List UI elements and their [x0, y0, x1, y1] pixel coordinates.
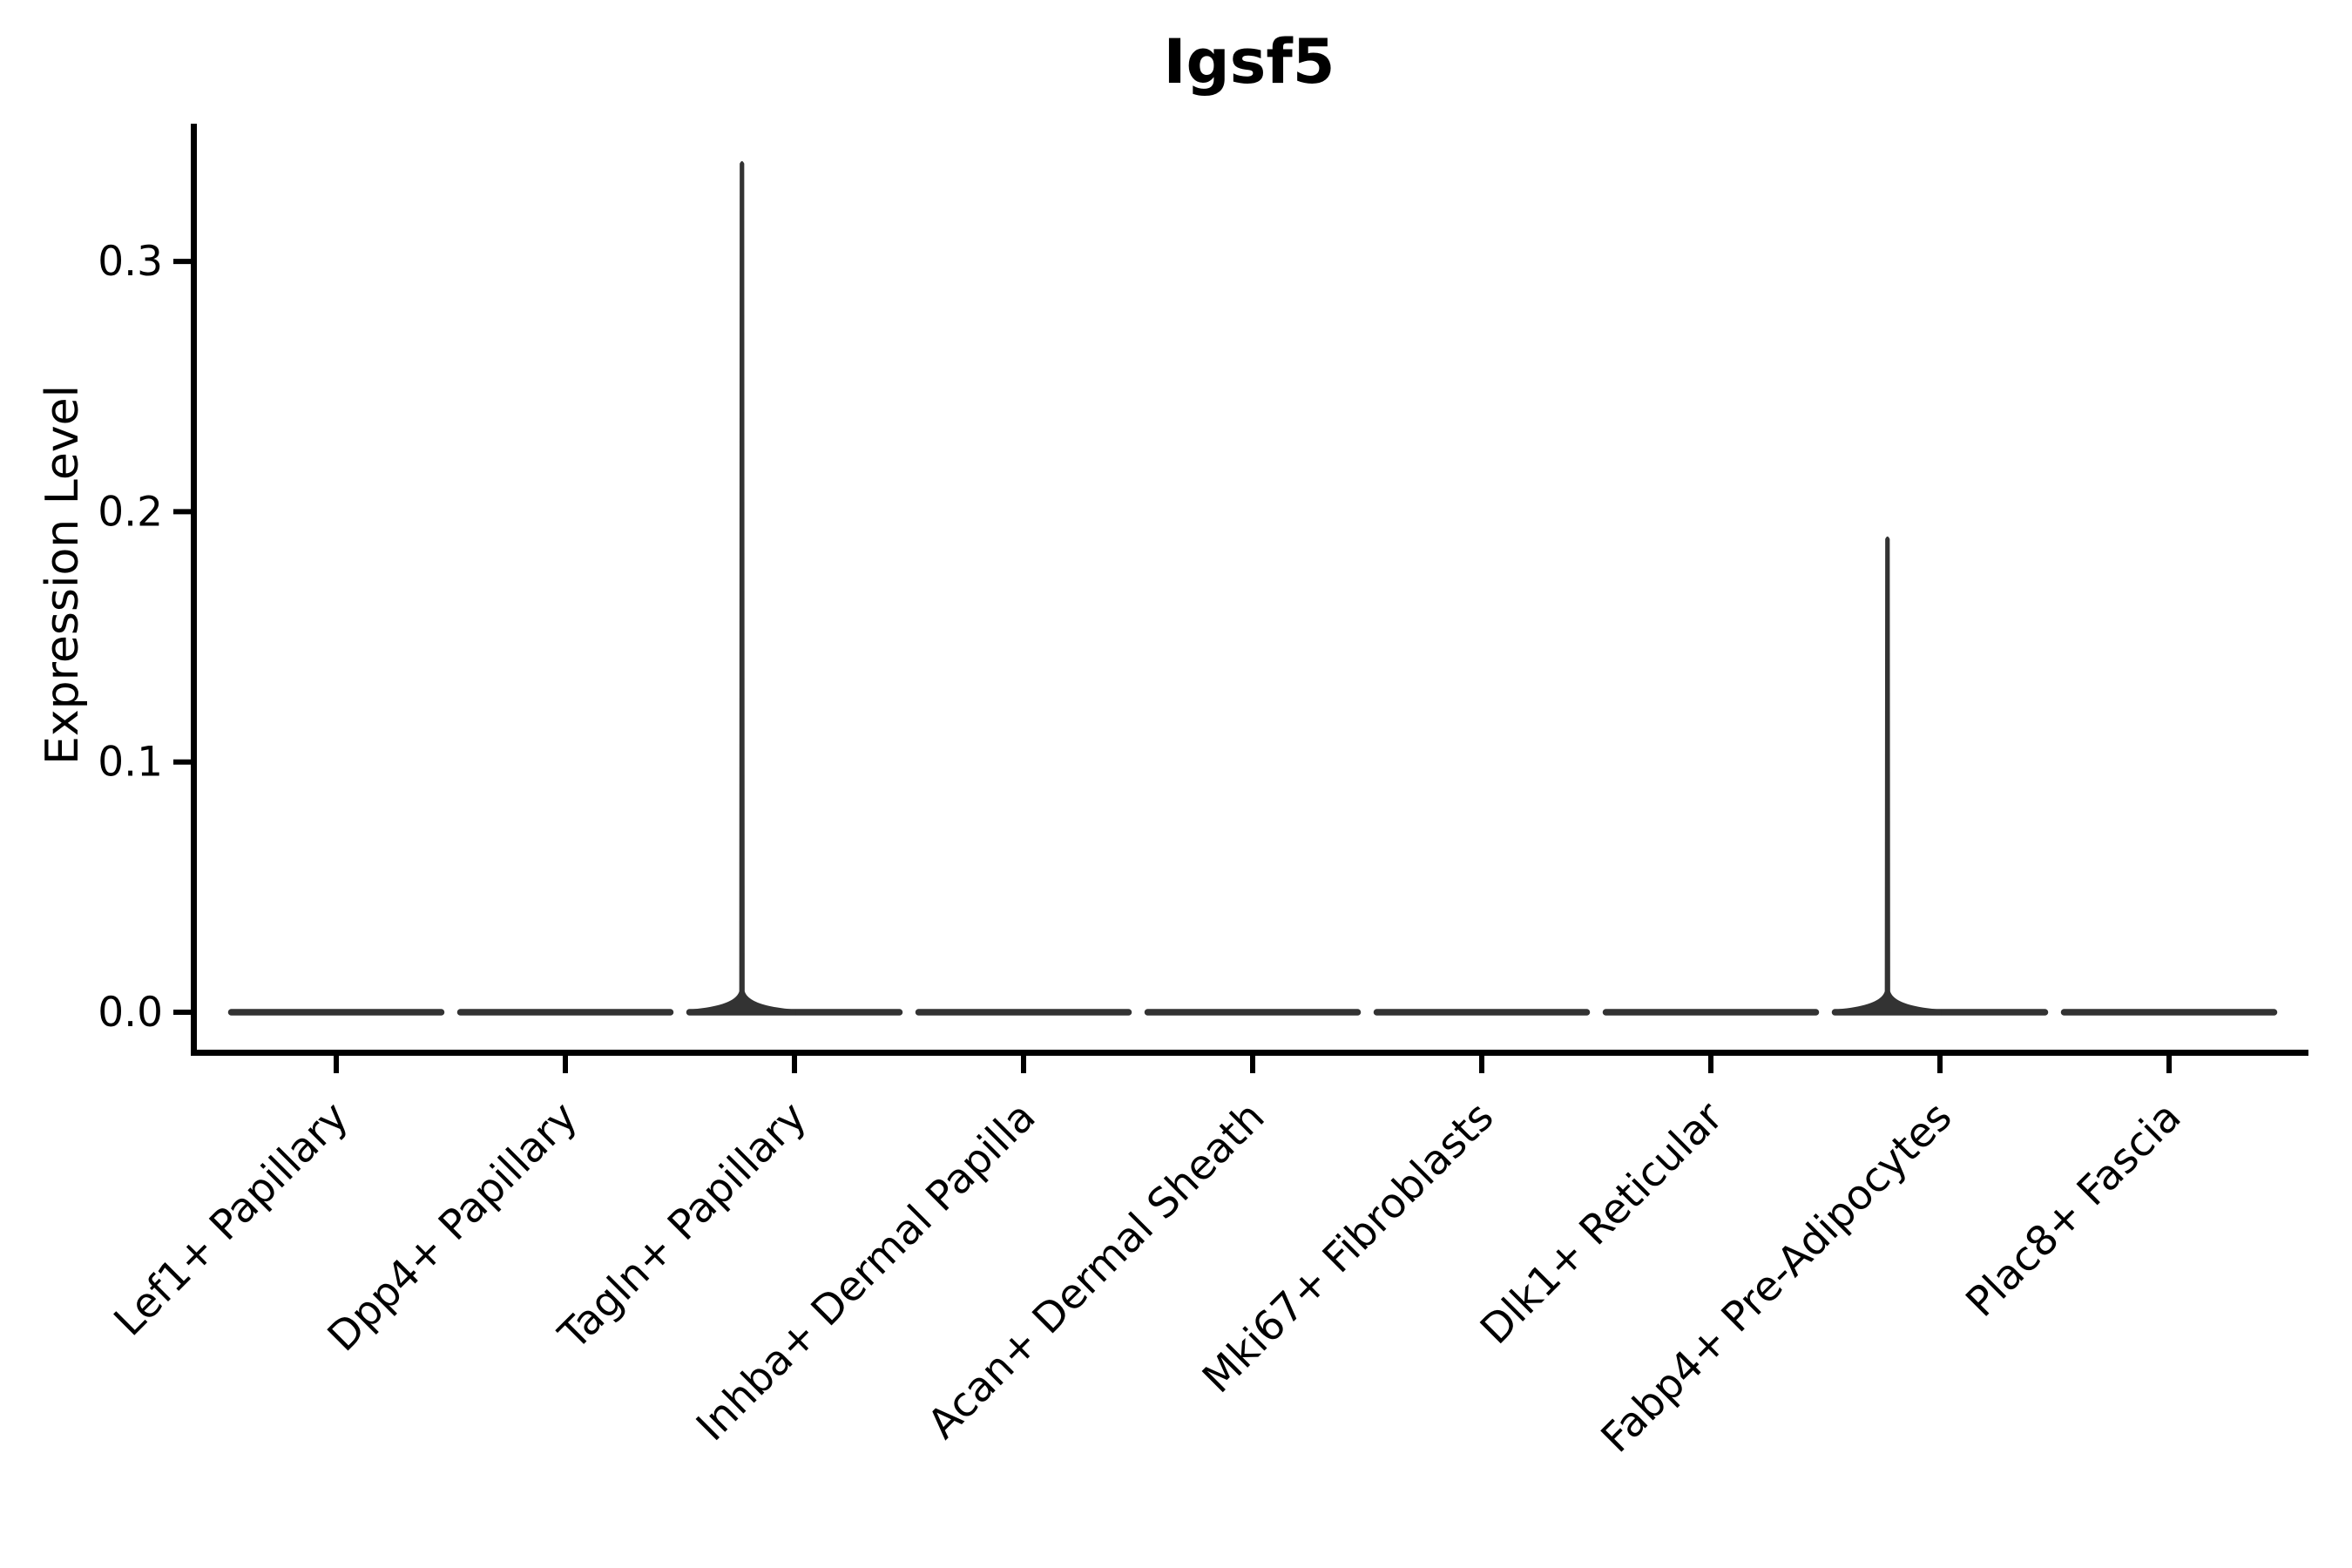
- y-tick-label: 0.2: [98, 488, 163, 536]
- x-tick-label: Dpp4+ Papillary: [319, 1093, 587, 1362]
- chart-title: Igsf5: [1163, 26, 1335, 98]
- violin-spike: [687, 160, 796, 1016]
- x-tick-label: Dlk1+ Reticular: [1471, 1092, 1733, 1354]
- y-tick-label: 0.3: [98, 238, 163, 286]
- y-tick-label: 0.0: [98, 989, 163, 1037]
- x-tick-label: Tagln+ Papillary: [550, 1093, 816, 1360]
- violin-spike: [1833, 536, 1942, 1016]
- x-tick-label: Plac8+ Fascia: [1957, 1093, 2191, 1327]
- y-tick-label: 0.1: [98, 739, 163, 787]
- x-tick-label: Lef1+ Papillary: [105, 1093, 358, 1346]
